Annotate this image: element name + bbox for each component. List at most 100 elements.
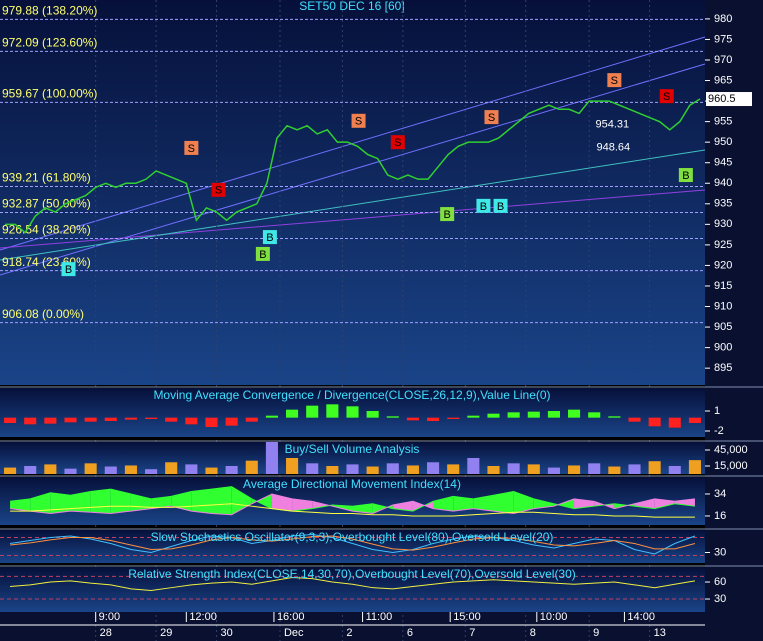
indicator-bar [205,467,218,474]
fib-label: 932.87 (50.00%) [2,197,91,211]
signal-marker [184,140,199,155]
panel-title: Average Directional Movement Index(14) [243,477,461,491]
indicator-bar [44,417,57,424]
signal-label: S [188,143,195,155]
indicator-bar [668,417,681,428]
signal-label: S [394,137,401,149]
indicator-bar [4,417,17,423]
indicator-bar [527,411,540,418]
indicator-bar [628,417,641,422]
signal-marker [255,246,270,261]
y-tick-label: 30 [714,593,726,605]
y-tick-label: 905 [714,321,732,333]
y-tick-label: 950 [714,136,732,148]
adx-band [10,498,31,512]
signal-label: S [215,185,222,197]
chart-title: SET50 DEC 16 [60] [299,0,404,13]
y-tick-label: 895 [714,362,732,374]
signal-marker [61,262,76,277]
fib-label: 972.09 (123.60%) [2,36,97,50]
y-tick-label: 925 [714,239,732,251]
adx-band [392,501,413,512]
date-label: 30 [221,627,233,639]
x-tick-label: 16:00 [277,611,305,623]
panel-title: Relative Strength Index(CLOSE,14,30,70),… [128,567,576,581]
last-price: 960.5 [708,93,736,105]
y-tick-label: 915 [714,280,732,292]
x-tick-label: 12:00 [189,611,217,623]
date-label: 7 [469,627,475,639]
signal-marker [659,89,674,104]
adx-band [574,498,595,509]
indicator-bar [245,460,258,474]
signal-label: S [488,112,495,124]
adx-band [30,492,51,514]
indicator-bar [568,409,581,418]
adx-band [654,498,675,509]
y-tick-label: 34 [714,488,726,500]
indicator-bar [487,466,500,474]
date-label: 6 [407,627,413,639]
indicator-bar [245,417,258,422]
signal-label: B [443,209,450,221]
adx-band [251,493,272,509]
indicator-bar [124,417,137,420]
adx-band [110,489,131,514]
signal-marker [262,230,277,245]
adx-band [151,496,172,509]
adx-band [553,498,575,509]
indicator-bar [326,466,339,474]
indicator-bar [406,417,419,421]
indicator-line [9,533,696,555]
indicator-panel [0,530,705,563]
x-tick-label: 14:00 [627,611,655,623]
indicator-line [10,493,695,516]
indicator-bar [547,411,560,418]
panel-title: Moving Average Convergence / Divergence(… [153,388,550,402]
indicator-bar [467,415,480,418]
y-tick-label: 935 [714,198,732,210]
adx-band [312,501,333,509]
signal-marker [484,110,499,125]
signal-marker [440,207,455,222]
indicator-bar [165,417,178,422]
y-tick-label: 910 [714,300,732,312]
fib-label: 939.21 (61.80%) [2,171,91,185]
adx-band [231,486,252,515]
y-tick-label: 975 [714,33,732,45]
indicator-line [10,535,696,551]
x-tick-label: 15:00 [453,611,481,623]
indicator-bar [185,464,198,474]
indicator-bar [346,464,359,474]
panel-title: Buy/Sell Volume Analysis [285,442,420,456]
indicator-bar [24,417,37,425]
adx-band [634,498,655,509]
indicator-bar [124,465,137,474]
y-tick-label: 45,000 [714,444,748,456]
signal-marker [476,198,491,213]
adx-band [473,495,494,512]
indicator-bar [265,415,278,418]
axis-panel [705,0,763,641]
signal-label: B [480,201,487,213]
indicator-bar [306,405,319,418]
indicator-bar [84,463,97,474]
indicator-bar [648,461,661,474]
date-label: Dec [284,627,304,639]
indicator-bar [104,466,117,474]
indicator-bar [527,464,540,474]
indicator-bar [225,466,238,474]
indicator-bar [24,466,37,474]
indicator-bar [648,417,661,427]
date-label: 8 [530,627,536,639]
indicator-bar [265,442,278,474]
signal-label: S [663,91,670,103]
fib-label: 918.74 (23.60%) [2,255,91,269]
indicator-bar [406,465,419,474]
indicator-bar [608,466,621,474]
signal-label: B [682,170,689,182]
last-price-box [706,92,752,107]
indicator-bar [64,468,77,474]
x-tick-label: 10:00 [540,611,568,623]
date-label: 29 [160,627,172,639]
